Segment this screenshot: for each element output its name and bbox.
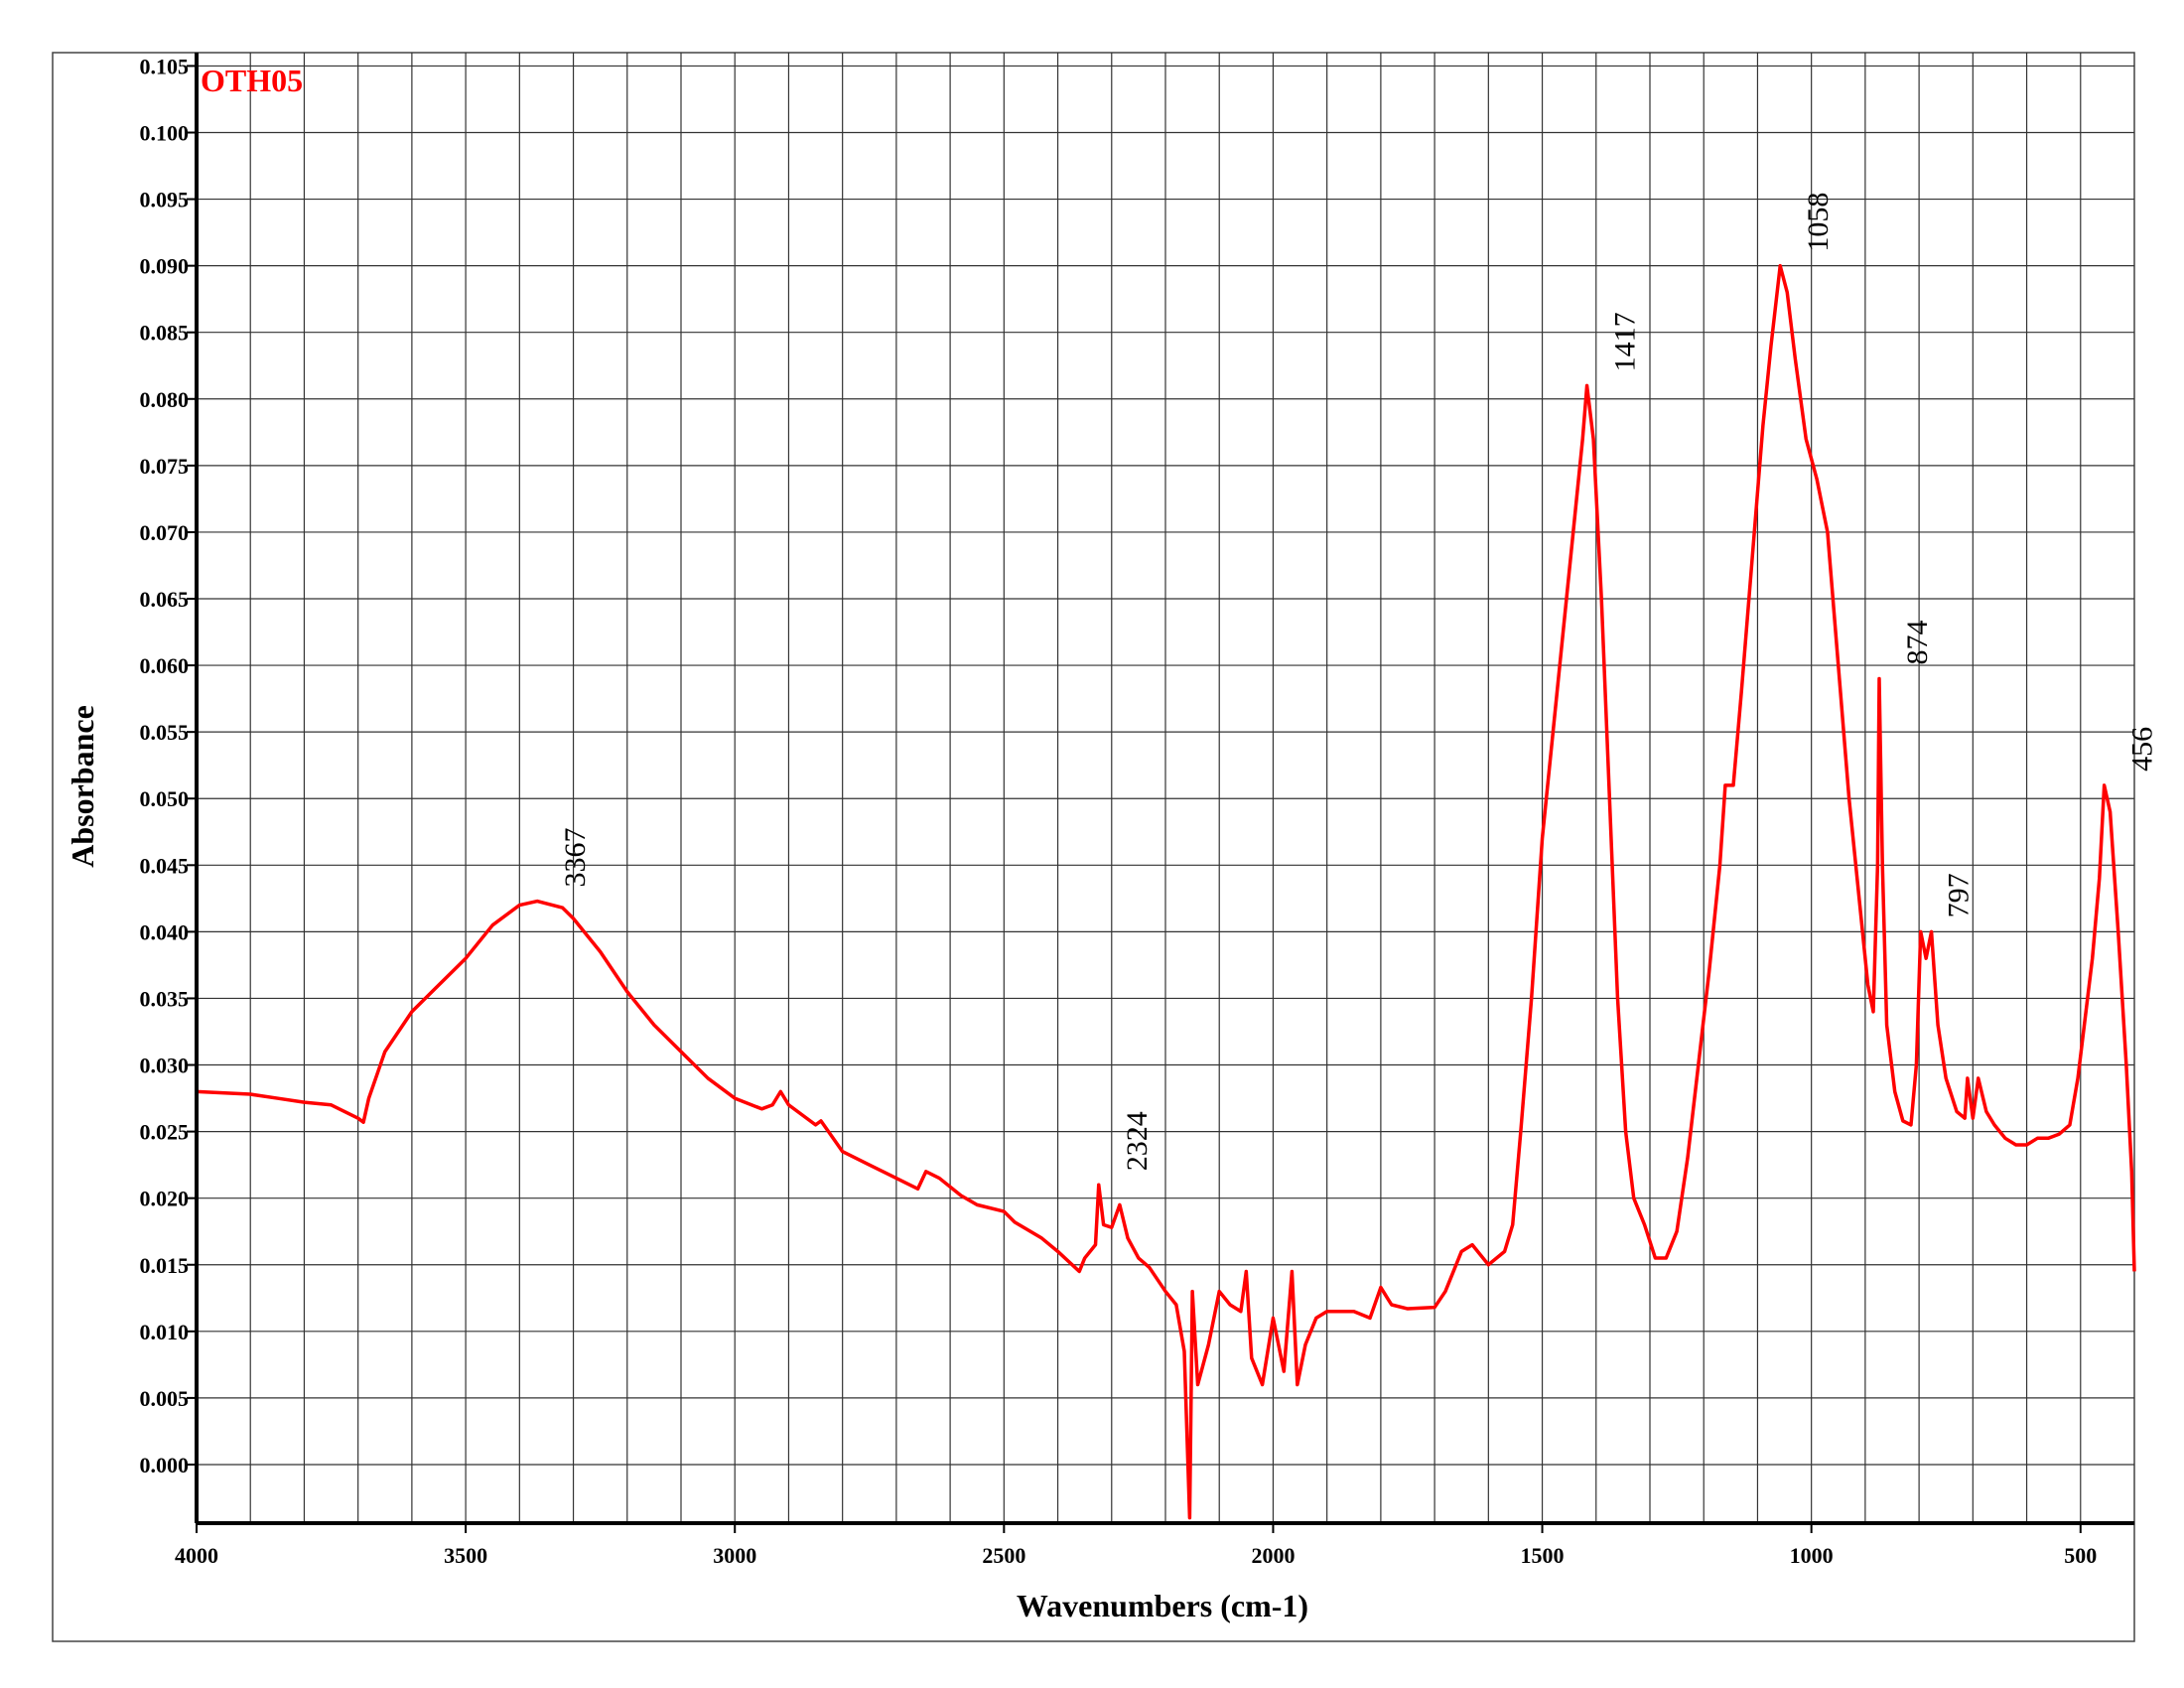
y-tick-label: 0.045	[140, 853, 190, 878]
x-tick-label: 1500	[1521, 1543, 1565, 1568]
y-tick-label: 0.035	[140, 986, 190, 1011]
peak-label: 456	[2126, 727, 2159, 772]
labels: 0.000 0.005 0.010 0.015 0.020 0.025 0.030 0.035…	[140, 54, 2159, 1568]
peak-label: 1058	[1802, 193, 1835, 252]
y-tick-label: 0.005	[140, 1386, 190, 1411]
y-tick-label: 0.075	[140, 454, 190, 479]
y-axis-title: Absorbance	[65, 705, 100, 868]
x-tick-label: 2000	[1251, 1543, 1295, 1568]
y-tick-label: 0.100	[140, 120, 190, 145]
peak-label: 3367	[559, 828, 592, 888]
y-tick-label: 0.055	[140, 720, 190, 745]
y-tick-label: 0.010	[140, 1320, 190, 1344]
y-tick-label: 0.050	[140, 786, 190, 811]
y-tick-label: 0.070	[140, 520, 190, 545]
y-tick-label: 0.095	[140, 188, 190, 212]
y-tick-label: 0.090	[140, 254, 190, 279]
y-tick-label: 0.060	[140, 653, 190, 678]
x-axis-title: Wavenumbers (cm-1)	[1017, 1588, 1308, 1623]
y-tick-label: 0.030	[140, 1054, 190, 1078]
frame	[52, 52, 2135, 1642]
x-tick-label: 2500	[982, 1543, 1025, 1568]
y-tick-label: 0.020	[140, 1187, 190, 1211]
peak-label: 874	[1901, 620, 1934, 664]
peak-label: 1417	[1609, 312, 1642, 371]
y-tick-label: 0.040	[140, 919, 190, 944]
grid	[187, 53, 2134, 1533]
y-tick-label: 0.080	[140, 387, 190, 412]
x-tick-label: 4000	[175, 1543, 218, 1568]
chart-title: OTH05	[201, 63, 303, 98]
x-tick-label: 1000	[1790, 1543, 1834, 1568]
plot-lines	[196, 263, 2136, 1520]
y-tick-label: 0.025	[140, 1120, 190, 1145]
y-tick-label: 0.000	[140, 1453, 190, 1477]
peak-label: 797	[1943, 873, 1976, 917]
peak-label: 2324	[1121, 1111, 1154, 1171]
spectrum-line	[196, 263, 2136, 1520]
y-tick-label: 0.105	[140, 54, 190, 78]
y-tick-label: 0.085	[140, 321, 190, 346]
x-tick-label: 500	[2064, 1543, 2097, 1568]
x-tick-label: 3500	[444, 1543, 487, 1568]
y-tick-label: 0.065	[140, 587, 190, 612]
x-tick-label: 3000	[713, 1543, 756, 1568]
y-tick-label: 0.015	[140, 1253, 190, 1278]
